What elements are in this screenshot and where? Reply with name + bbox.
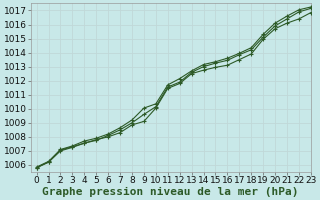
- X-axis label: Graphe pression niveau de la mer (hPa): Graphe pression niveau de la mer (hPa): [43, 186, 299, 197]
